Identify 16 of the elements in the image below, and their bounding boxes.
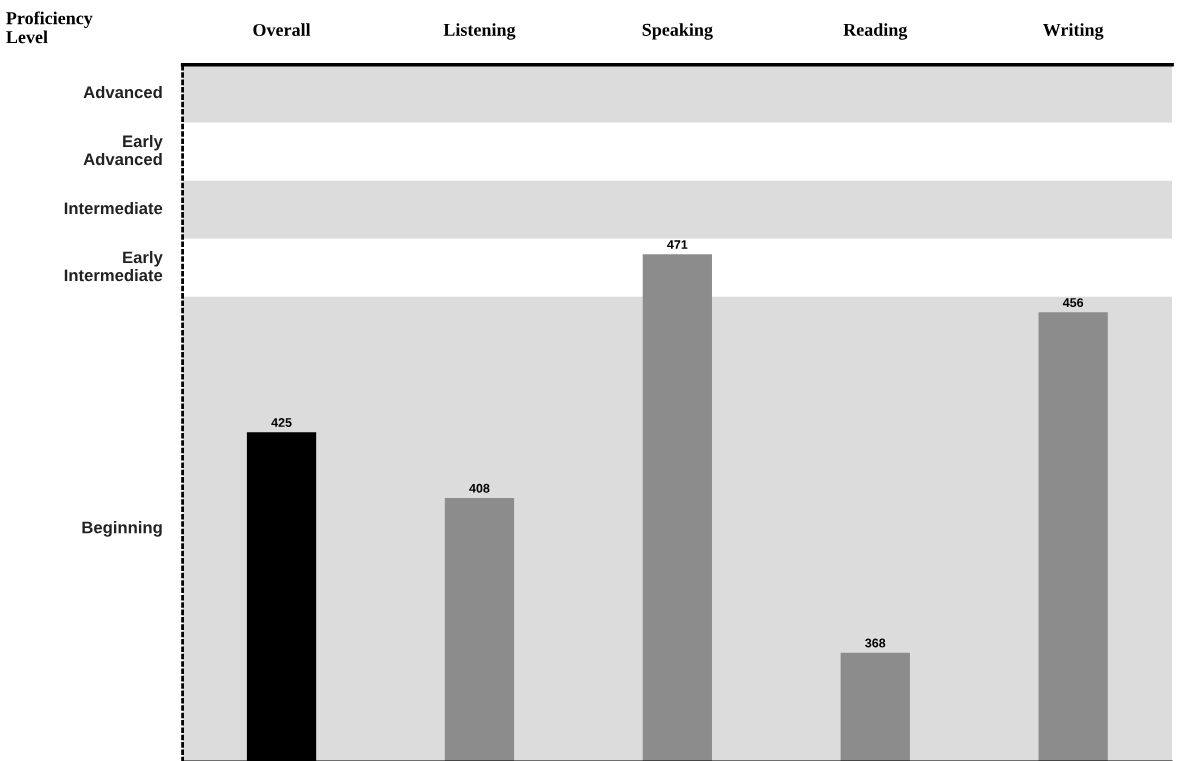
x-tick-label: Listening [443, 23, 516, 40]
band-label: Advanced [83, 85, 162, 99]
y-axis-title: Proficiency Level [6, 11, 93, 44]
band-label: Early Intermediate [64, 251, 163, 282]
data-label: 408 [469, 483, 490, 493]
x-tick-label: Speaking [642, 23, 713, 40]
x-tick-label: Overall [253, 23, 311, 37]
x-tick-label: Reading [843, 23, 908, 40]
x-tick-label: Writing [1042, 23, 1104, 40]
data-label: 425 [271, 418, 292, 427]
band-label: Beginning [82, 521, 162, 537]
data-label: 471 [667, 240, 688, 249]
band-label: Early Advanced [83, 134, 163, 166]
data-label: 368 [865, 638, 886, 648]
data-label: 456 [1062, 298, 1084, 308]
band-label: Intermediate [64, 201, 163, 215]
